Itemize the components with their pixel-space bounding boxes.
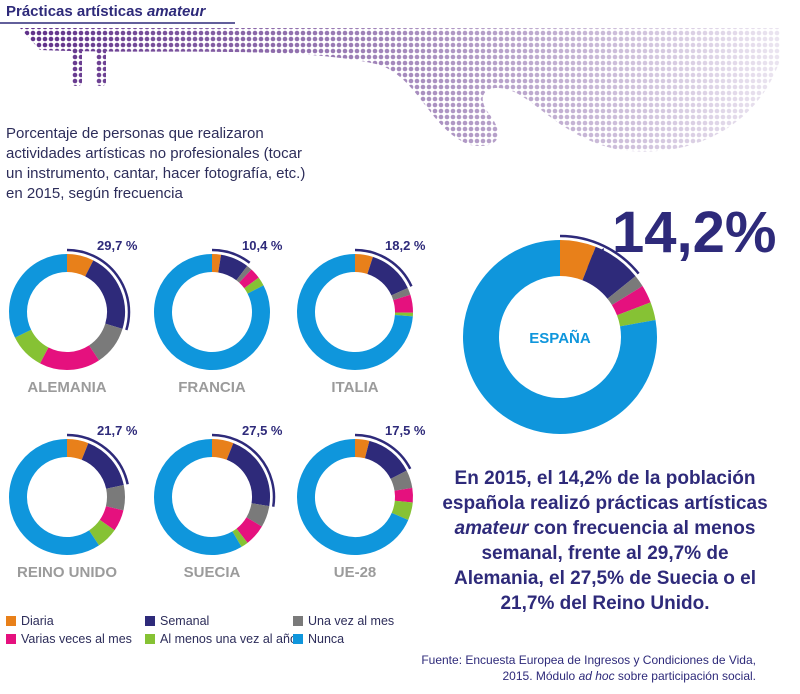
- donut-segment: [154, 439, 242, 555]
- donut-segment: [84, 260, 125, 329]
- legend-label: Diaria: [21, 614, 54, 628]
- highlight-arc: [66, 433, 129, 485]
- donut-segment: [559, 240, 596, 281]
- highlight-label: 29,7 %: [97, 238, 138, 253]
- highlight-label: 10,4 %: [242, 238, 283, 253]
- highlight-arc: [354, 433, 412, 470]
- country-label: REINO UNIDO: [17, 564, 118, 581]
- donut-segment: [211, 439, 234, 460]
- violin-decoration: [20, 28, 780, 152]
- donut-segment: [390, 470, 413, 492]
- legend-item: Diaria: [6, 614, 54, 628]
- donut-segment: [154, 254, 270, 370]
- donut-segment: [99, 505, 124, 531]
- legend-swatch: [6, 634, 16, 644]
- donut-segment: [88, 519, 115, 546]
- country-label: SUECIA: [183, 564, 241, 581]
- donut-segment: [232, 528, 248, 547]
- highlight-label: 21,7 %: [97, 423, 138, 438]
- country-label: ALEMANIA: [27, 379, 107, 396]
- donut-segment: [391, 287, 411, 301]
- donut-segment: [246, 502, 270, 527]
- highlight-arc: [559, 234, 640, 275]
- country-label: ITALIA: [331, 379, 379, 396]
- summary-italic: amateur: [454, 518, 529, 539]
- country-label: ESPAÑA: [529, 329, 591, 347]
- highlight-arc: [354, 248, 413, 287]
- source-italic: ad hoc: [578, 669, 615, 683]
- legend-swatch: [6, 616, 16, 626]
- source-text: Fuente: Encuesta Europea de Ingresos y C…: [421, 653, 756, 683]
- source-text: sobre participación social.: [614, 669, 756, 683]
- donut-segment: [391, 500, 413, 521]
- legend-label: Nunca: [308, 632, 345, 646]
- legend-item: Nunca: [293, 632, 344, 646]
- donut-segment: [236, 265, 252, 283]
- donut-segment: [366, 256, 408, 296]
- legend-item: Una vez al mes: [293, 614, 394, 628]
- title: Prácticas artísticas amateur: [6, 3, 205, 20]
- highlight-label: 17,5 %: [385, 423, 426, 438]
- summary: En 2015, el 14,2% de la población españo…: [440, 466, 770, 616]
- donut-segment: [607, 276, 643, 306]
- legend-label: Al menos una vez al año: [160, 632, 297, 646]
- donut-segment: [9, 439, 99, 555]
- highlight-label: 14,2%: [612, 200, 776, 265]
- donut-segment: [40, 345, 99, 370]
- donut-segment: [354, 439, 370, 459]
- donut-segment: [239, 269, 259, 289]
- donut-segment: [394, 487, 413, 503]
- legend-item: Al menos una vez al año: [145, 632, 297, 646]
- donut-segment: [393, 294, 413, 313]
- legend-swatch: [293, 634, 303, 644]
- donut-segment: [581, 246, 636, 300]
- source: Fuente: Encuesta Europea de Ingresos y C…: [396, 652, 756, 684]
- donut-segment: [105, 485, 125, 511]
- highlight-label: 27,5 %: [242, 423, 283, 438]
- donut-segment: [616, 302, 656, 327]
- title-text: Prácticas artísticas: [6, 3, 147, 20]
- donut-segment: [211, 254, 222, 273]
- legend-label: Semanal: [160, 614, 210, 628]
- donut-segment: [364, 440, 407, 480]
- legend-label: Una vez al mes: [308, 614, 395, 628]
- donut-segment: [297, 439, 409, 555]
- donut-segment: [463, 240, 657, 434]
- donut-segment: [611, 286, 651, 316]
- donut-segment: [354, 254, 373, 275]
- subtitle: Porcentaje de personas que realizaron ac…: [6, 125, 306, 202]
- summary-text: En 2015, el 14,2% de la población españo…: [442, 468, 768, 514]
- donut-segment: [9, 254, 68, 338]
- highlight-arc: [66, 248, 131, 331]
- summary-text: con frecuencia al menos semanal, frente …: [453, 518, 757, 614]
- legend-swatch: [145, 616, 155, 626]
- donut-segment: [88, 323, 123, 361]
- legend-label: Varias veces al mes: [21, 632, 132, 646]
- donut-segment: [297, 254, 413, 370]
- donut-segment: [66, 439, 89, 460]
- country-label: UE-28: [333, 564, 377, 581]
- donut-segment: [244, 277, 264, 294]
- donut-segment: [14, 329, 49, 364]
- legend-item: Semanal: [145, 614, 209, 628]
- title-italic: amateur: [146, 3, 206, 20]
- country-label: FRANCIA: [178, 379, 246, 396]
- donut-segment: [217, 254, 248, 281]
- legend-swatch: [145, 634, 155, 644]
- donut-segment: [81, 443, 124, 490]
- legend-swatch: [293, 616, 303, 626]
- legend-item: Varias veces al mes: [6, 632, 132, 646]
- donut-segment: [226, 443, 270, 507]
- donut-segment: [236, 517, 262, 543]
- donut-segment: [66, 254, 94, 277]
- highlight-arc: [211, 433, 276, 507]
- highlight-label: 18,2 %: [385, 238, 426, 253]
- highlight-arc: [211, 248, 251, 264]
